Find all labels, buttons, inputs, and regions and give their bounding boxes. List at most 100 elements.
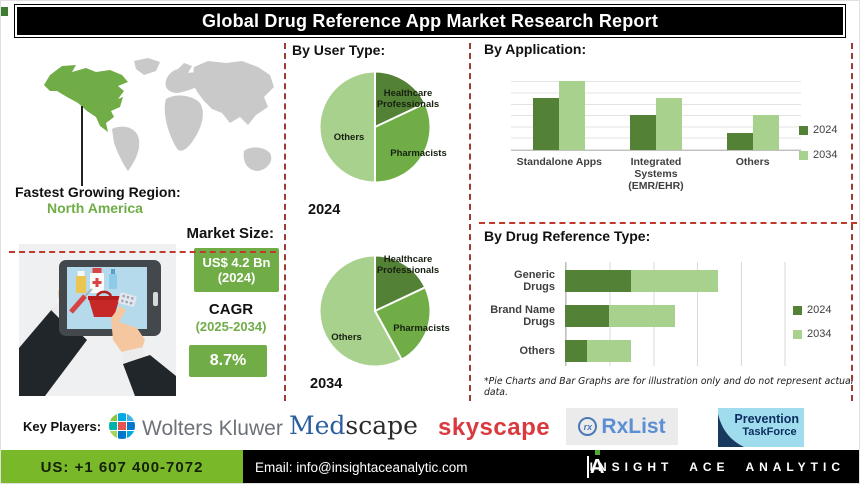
bar-group [511, 72, 608, 150]
bar-track [565, 340, 828, 362]
legend-label: 2034 [807, 328, 832, 340]
category-label: Standalone Apps [516, 156, 603, 168]
pie-slice-healthcare-professionals [374, 254, 427, 313]
bar-segment-2034 [630, 270, 719, 292]
legend-item: 2024 [793, 304, 831, 316]
tablet-illustration [19, 244, 176, 396]
legend-swatch [799, 150, 808, 160]
pie-year-2034: 2034 [310, 376, 343, 392]
market-size-value: US$ 4.2 Bn [202, 255, 271, 270]
category-label: Integrated Systems (EMR/EHR) [628, 156, 684, 192]
pie-chart-2024 [318, 70, 432, 184]
bar-2034 [655, 98, 682, 150]
market-size-heading: Market Size: [186, 225, 274, 242]
legend-item: 2024 [799, 124, 837, 136]
drug-reference-heading: By Drug Reference Type: [484, 228, 651, 244]
fastest-growing-region-heading: Fastest Growing Region: [15, 184, 181, 200]
map-africa [164, 95, 203, 151]
row-label: Brand Name Drugs [490, 304, 555, 328]
cagr-value-box: 8.7% [189, 345, 267, 377]
application-column: By Application: Standalone Apps Integrate… [471, 38, 859, 404]
bar-row: Others [483, 340, 828, 362]
footer-bar: US: +1 607 400-7072 Email: info@insighta… [1, 450, 859, 483]
logo-wolters-kluwer: Wolters Kluwer [109, 413, 283, 444]
bar-row: Brand Name Drugs [483, 304, 828, 328]
pie-slice-healthcare-professionals [374, 70, 427, 129]
logo-skyscape: skyscape [438, 414, 551, 441]
logo-prevention-taskforce: Prevention TaskForce [718, 408, 804, 447]
map-north-america-highlight [44, 65, 128, 132]
bar-2024 [533, 98, 560, 150]
medscape-wordmark-part1: Med [289, 411, 346, 440]
bar-track [565, 305, 828, 327]
map-australia [243, 147, 272, 171]
pie-label-healthcare-professionals: Healthcare Professionals [376, 88, 440, 110]
cagr-period: (2025-2034) [195, 319, 267, 334]
region-market-column: Fastest Growing Region: North America Ma… [1, 38, 284, 404]
wolters-kluwer-icon [109, 413, 135, 444]
bar-group [608, 72, 705, 150]
pie-slice-pharmacists [374, 102, 432, 184]
application-category-labels: Standalone Apps Integrated Systems (EMR/E… [511, 156, 801, 192]
category-label: Others [735, 156, 770, 168]
footer-contact-section: Email: info@insightaceanalytic.com A INS… [243, 450, 859, 483]
prevention-wordmark: Prevention TaskForce [734, 412, 799, 438]
page-title: Global Drug Reference App Market Researc… [201, 10, 659, 31]
bar-segment-2034 [586, 340, 631, 362]
legend-swatch [793, 305, 802, 315]
insightace-logo-icon: A [587, 456, 605, 479]
bar-2034 [559, 80, 586, 150]
legend-item: 2034 [799, 149, 837, 161]
key-players-bar: Key Players: Wolters Kluwer Medscape sky… [1, 405, 859, 450]
key-players-heading: Key Players: [23, 419, 102, 434]
pie-slice-others [318, 254, 404, 368]
divider-horizontal-right [479, 222, 857, 224]
divider-vertical-right [851, 43, 853, 401]
legend-swatch [793, 329, 802, 339]
pie-label-healthcare-professionals: Healthcare Professionals [376, 254, 440, 276]
bar-segment-2024 [565, 305, 609, 327]
legend-label: 2024 [813, 124, 838, 136]
brand-name: INSIGHT ACE ANALYTIC [589, 460, 845, 474]
legend-swatch [799, 125, 808, 135]
market-size-value-box: US$ 4.2 Bn (2024) [194, 248, 279, 292]
logo-rxlist: rx RxList [566, 408, 678, 445]
disclaimer-note: *Pie Charts and Bar Graphs are for illus… [484, 376, 854, 398]
logo-medscape: Medscape [289, 411, 418, 440]
row-label: Others [519, 345, 555, 357]
medscape-wordmark-part2: scape [345, 411, 418, 440]
legend-item: 2034 [793, 328, 831, 340]
logo-green-dot [595, 450, 600, 455]
map-europe [165, 63, 203, 93]
bar-2034 [752, 115, 779, 150]
legend-label: 2024 [807, 304, 832, 316]
bar-track [565, 270, 828, 292]
prevention-swoosh-icon [718, 414, 744, 447]
corner-mark [1, 7, 8, 16]
bar-row: Generic Drugs [483, 269, 828, 293]
rxlist-wordmark: RxList [601, 414, 666, 438]
legend-label: 2034 [813, 149, 838, 161]
bar-segment-2024 [565, 340, 587, 362]
map-asia [192, 61, 274, 125]
email-address: Email: info@insightaceanalytic.com [255, 460, 468, 475]
map-greenland [134, 58, 160, 75]
pie-slice-pharmacists [373, 286, 432, 361]
divider-vertical-left [284, 43, 286, 401]
pie-label-others: Others [331, 332, 362, 343]
market-size-year: (2024) [217, 270, 256, 285]
rx-icon: rx [578, 417, 598, 436]
cagr-value: 8.7% [209, 352, 247, 369]
bar-group [704, 72, 801, 150]
pie-label-pharmacists: Pharmacists [393, 323, 450, 334]
bar-2024 [726, 132, 753, 150]
pie-label-others: Others [333, 132, 365, 143]
pie-year-2024: 2024 [308, 202, 341, 218]
map-pointer-line [81, 106, 83, 186]
footer-phone-section: US: +1 607 400-7072 [1, 450, 243, 483]
title-bar: Global Drug Reference App Market Researc… [14, 4, 846, 38]
map-south-america [112, 126, 140, 171]
divider-vertical-mid [469, 43, 471, 401]
pie-chart-2034 [318, 254, 432, 368]
cagr-heading: CAGR [208, 301, 254, 318]
